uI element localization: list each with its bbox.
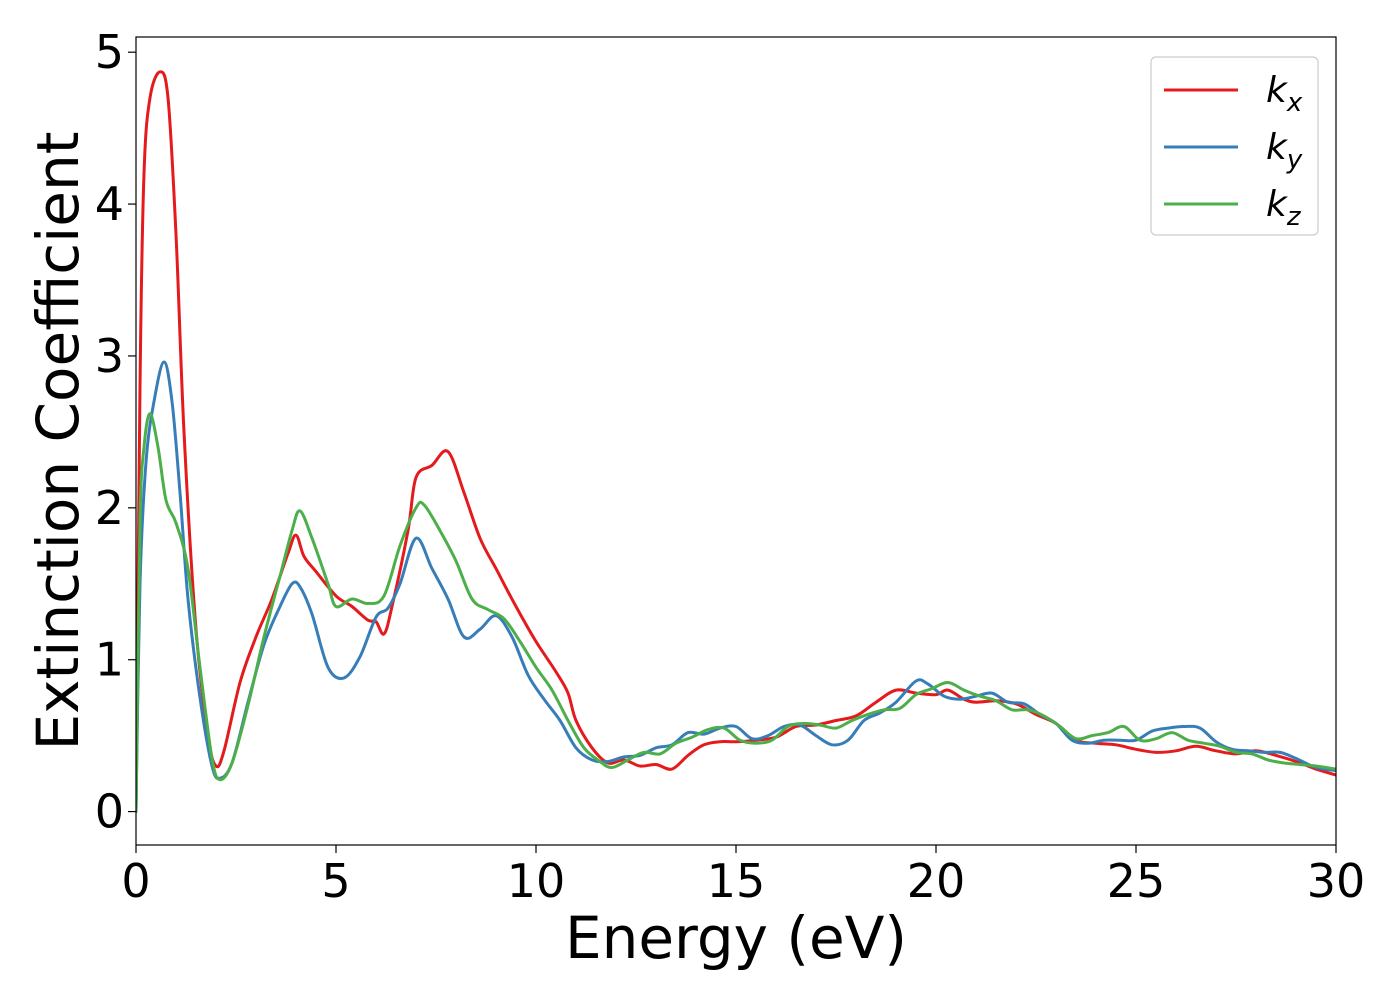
y-tick-label: 3 [95,329,124,383]
x-axis-title: Energy (eV) [565,904,907,972]
legend-label-y: ky [1266,127,1303,175]
y-tick-label: 0 [95,785,124,839]
x-tick-label: 10 [507,854,566,908]
ticks-layer: 0 5 10 15 20 25 30 0 1 2 3 4 5 [95,25,1366,908]
x-tick-label: 25 [1107,854,1166,908]
legend-label-z: kz [1266,184,1302,232]
x-tick-label: 20 [907,854,966,908]
y-tick-label: 1 [95,633,124,687]
y-tick-label: 5 [95,25,124,79]
y-axis-title: Extinction Coefficient [24,132,92,751]
y-tick-label: 4 [95,177,124,231]
x-tick-label: 15 [707,854,766,908]
plot-area-frame [135,36,1337,846]
series-line-k-y [136,360,1336,814]
series-line-k-z [136,412,1336,814]
x-tick-label: 5 [321,854,350,908]
x-tick-label: 0 [121,854,150,908]
legend-label-x: kx [1266,70,1303,118]
series-layer [136,70,1336,814]
x-tick-label: 30 [1307,854,1366,908]
y-tick-label: 2 [95,481,124,535]
legend: kx ky kz [1150,56,1319,236]
